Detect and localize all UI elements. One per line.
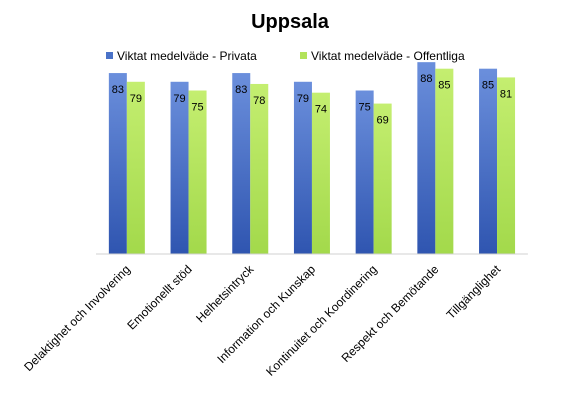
chart-title: Uppsala (251, 11, 330, 33)
bar-s0-2 (232, 73, 251, 254)
category-label-2: Helhetsintryck (193, 262, 257, 326)
legend-label-1: Viktat medelväde - Offentliga (311, 49, 465, 63)
bar-s0-6 (479, 68, 498, 254)
bar-s1-2 (250, 83, 269, 255)
data-label-s1-2: 78 (253, 95, 265, 107)
data-label-s0-2: 83 (235, 84, 247, 96)
data-label-s1-4: 69 (377, 115, 389, 127)
data-label-s1-5: 85 (438, 80, 450, 92)
data-label-s0-0: 83 (112, 84, 124, 96)
legend-swatch-0 (106, 52, 113, 59)
bar-s0-4 (355, 90, 374, 254)
data-label-s1-3: 74 (315, 104, 327, 116)
data-label-s0-1: 79 (173, 93, 185, 105)
data-label-s1-0: 79 (130, 93, 142, 105)
bar-s1-5 (435, 68, 454, 254)
legend-swatch-1 (300, 52, 307, 59)
bar-s0-3 (293, 81, 312, 254)
bar-s1-0 (126, 81, 145, 254)
bar-s1-1 (188, 90, 207, 254)
bar-s0-5 (417, 62, 436, 254)
data-label-s1-1: 75 (191, 102, 203, 114)
category-label-1: Emotionellt stöd (124, 262, 194, 332)
data-label-s0-6: 85 (482, 80, 494, 92)
bar-s0-1 (170, 81, 189, 254)
data-label-s0-4: 75 (359, 102, 371, 114)
bar-s1-6 (497, 77, 516, 254)
bars-group: 83 79 79 75 83 78 79 74 75 69 88 85 85 81 (108, 62, 516, 255)
data-label-s0-5: 88 (420, 73, 432, 85)
bar-s0-0 (108, 73, 127, 254)
legend-label-0: Viktat medelväde - Privata (117, 49, 257, 63)
data-label-s0-3: 79 (297, 93, 309, 105)
category-label-6: Tillgänglighet (444, 262, 504, 322)
category-label-4: Kontinuitet och Koordinering (263, 262, 380, 379)
bar-s1-4 (373, 103, 392, 254)
data-label-s1-6: 81 (500, 88, 512, 100)
bar-s1-3 (311, 92, 330, 255)
category-label-0: Delaktighet och Involvering (21, 262, 133, 374)
legend: Viktat medelväde - Privata Viktat medelvä… (106, 49, 465, 63)
